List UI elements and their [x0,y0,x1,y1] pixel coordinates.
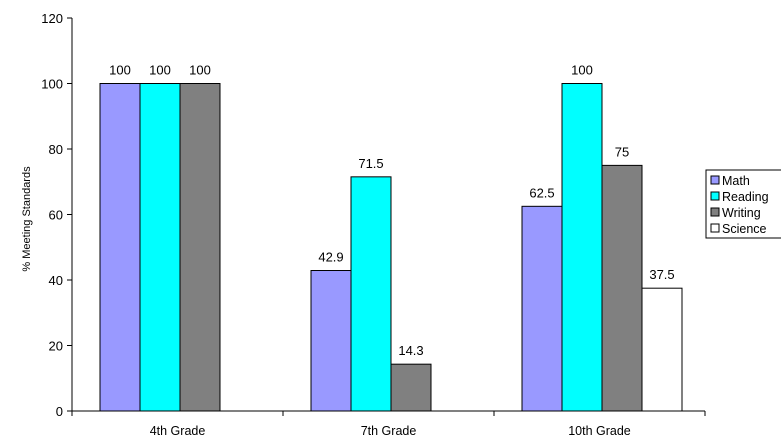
y-tick-label: 40 [49,273,63,288]
bar-reading-10th-grade [561,83,603,412]
bar-writing-4th-grade [179,83,221,412]
legend-swatch-writing [710,207,720,217]
x-category-label: 7th Grade [361,424,417,438]
bar-reading-4th-grade [139,83,181,412]
bar-math-7th-grade [310,270,352,412]
legend-label-science: Science [722,222,767,236]
x-category-label: 4th Grade [150,424,206,438]
data-labels-group: 100 100 100 42.9 71.5 14.3 62.5 100 75 37.5 [109,63,675,359]
data-label-math-7th-grade: 42.9 [318,250,343,265]
data-label-writing-10th-grade: 75 [615,144,629,159]
bar-science-10th-grade [641,287,683,412]
legend-label-reading: Reading [722,190,769,204]
y-tick-label: 0 [56,404,63,419]
data-label-math-10th-grade: 62.5 [529,185,554,200]
y-axis-label: % Meeting Standards [21,166,33,272]
y-tick-label: 120 [41,11,63,26]
legend-swatch-math [710,175,720,185]
data-label-math-4th-grade: 100 [109,63,131,78]
y-tick-label: 100 [41,77,63,92]
legend-label-writing: Writing [722,206,761,220]
data-label-science-10th-grade: 37.5 [649,267,674,282]
data-label-writing-7th-grade: 14.3 [398,343,423,358]
data-label-reading-7th-grade: 71.5 [358,156,383,171]
bar-writing-10th-grade [601,164,643,412]
y-tick-label: 80 [49,142,63,157]
bar-math-10th-grade [521,205,563,412]
bar-writing-7th-grade [390,363,432,412]
data-label-reading-10th-grade: 100 [571,63,593,78]
y-tick-label: 20 [49,339,63,354]
bars-group [99,83,683,412]
legend-swatch-reading [710,191,720,201]
x-category-label: 10th Grade [568,424,631,438]
bar-math-4th-grade [99,83,141,412]
y-tick-label: 60 [49,208,63,223]
legend-swatch-science [710,223,720,233]
legend-label-math: Math [722,174,750,188]
data-label-reading-4th-grade: 100 [149,63,171,78]
bar-reading-7th-grade [350,176,392,412]
axes-group: 0 20 40 60 80 100 120 4th Grade 7th Grade 10th Gr… [41,11,706,438]
data-label-writing-4th-grade: 100 [189,63,211,78]
legend: Math Reading Writing Science [705,169,781,239]
